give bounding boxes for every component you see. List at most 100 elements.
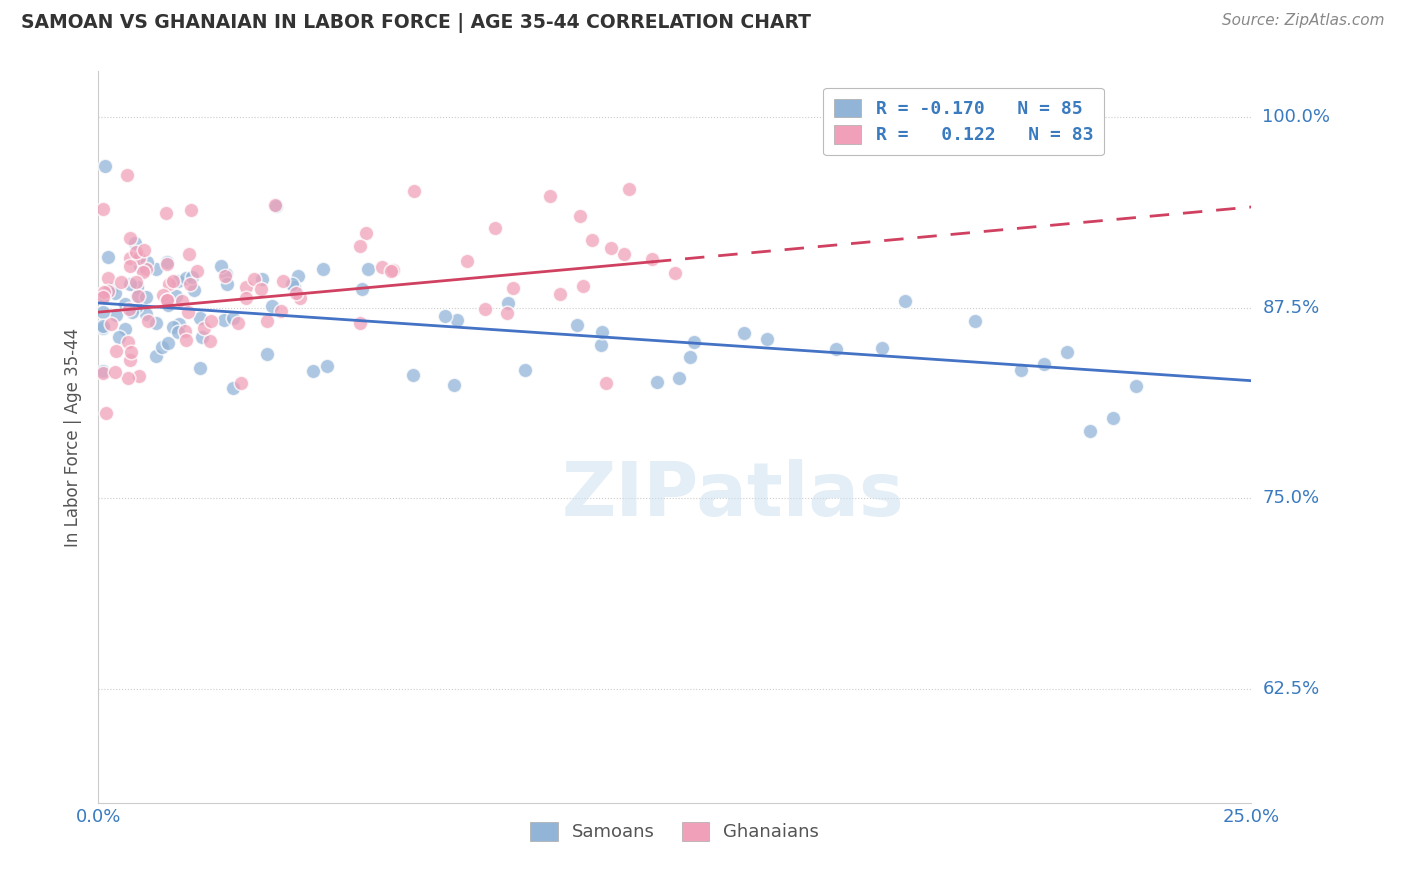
Text: Source: ZipAtlas.com: Source: ZipAtlas.com <box>1222 13 1385 29</box>
Point <box>191 330 214 344</box>
Point <box>129 259 152 273</box>
Point <box>91 319 114 334</box>
Point <box>174 333 197 347</box>
Point <box>93 288 115 302</box>
Point <box>243 272 266 286</box>
Point <box>380 264 402 278</box>
Point <box>135 307 157 321</box>
Point <box>94 159 117 173</box>
Point <box>97 284 120 298</box>
Point <box>263 198 285 212</box>
Point <box>250 282 273 296</box>
Point <box>117 371 139 385</box>
Point <box>183 283 205 297</box>
Point <box>97 250 120 264</box>
Point <box>217 277 239 291</box>
Text: 87.5%: 87.5% <box>1263 299 1320 317</box>
Legend: Samoans, Ghanaians: Samoans, Ghanaians <box>520 811 830 852</box>
Point <box>350 283 373 297</box>
Point <box>165 289 187 303</box>
Point <box>115 168 138 182</box>
Point <box>591 325 613 339</box>
Point <box>135 289 157 303</box>
Point <box>567 318 589 332</box>
Point <box>1010 363 1032 377</box>
Point <box>174 271 197 285</box>
Point <box>443 378 465 392</box>
Point <box>434 310 457 324</box>
Point <box>599 241 621 255</box>
Point <box>200 334 222 348</box>
Point <box>134 262 156 277</box>
Text: 100.0%: 100.0% <box>1263 108 1330 126</box>
Point <box>222 381 245 395</box>
Point <box>128 369 150 384</box>
Point <box>167 317 190 331</box>
Point <box>446 313 468 327</box>
Point <box>166 274 188 288</box>
Point <box>502 281 524 295</box>
Point <box>647 375 669 389</box>
Point <box>173 324 195 338</box>
Point <box>150 340 173 354</box>
Point <box>124 245 146 260</box>
Point <box>162 319 184 334</box>
Point <box>963 313 986 327</box>
Point <box>215 267 238 281</box>
Point <box>1078 424 1101 438</box>
Point <box>256 347 278 361</box>
Point <box>456 254 478 268</box>
Point <box>357 262 380 277</box>
Point <box>120 353 142 368</box>
Point <box>120 345 142 359</box>
Point <box>678 350 700 364</box>
Point <box>91 290 114 304</box>
Point <box>1056 345 1078 359</box>
Point <box>100 318 122 332</box>
Point <box>617 181 640 195</box>
Point <box>538 189 561 203</box>
Point <box>188 361 211 376</box>
Text: 62.5%: 62.5% <box>1263 680 1320 698</box>
Point <box>231 376 253 390</box>
Point <box>581 233 603 247</box>
Point <box>105 308 128 322</box>
Point <box>382 263 405 277</box>
Text: ZIPatlas: ZIPatlas <box>561 459 904 533</box>
Point <box>91 364 114 378</box>
Point <box>162 274 184 288</box>
Point <box>167 325 190 339</box>
Point <box>120 259 142 273</box>
Point <box>94 406 117 420</box>
Point <box>118 302 141 317</box>
Point <box>894 294 917 309</box>
Point <box>118 231 141 245</box>
Point <box>180 202 202 217</box>
Point <box>733 326 755 340</box>
Point <box>125 300 148 314</box>
Point <box>124 236 146 251</box>
Point <box>104 286 127 301</box>
Point <box>125 289 148 303</box>
Point <box>118 277 141 291</box>
Point <box>170 293 193 308</box>
Point <box>283 279 305 293</box>
Point <box>484 221 506 235</box>
Point <box>97 270 120 285</box>
Point <box>155 206 177 220</box>
Point <box>179 277 201 291</box>
Point <box>156 292 179 306</box>
Point <box>100 282 122 296</box>
Point <box>91 305 114 319</box>
Point <box>548 287 571 301</box>
Point <box>176 304 198 318</box>
Point <box>152 288 174 302</box>
Point <box>354 226 377 240</box>
Point <box>1102 410 1125 425</box>
Point <box>125 280 148 294</box>
Point <box>235 291 257 305</box>
Point <box>1032 357 1054 371</box>
Point <box>569 209 592 223</box>
Point <box>474 301 496 316</box>
Point <box>114 297 136 311</box>
